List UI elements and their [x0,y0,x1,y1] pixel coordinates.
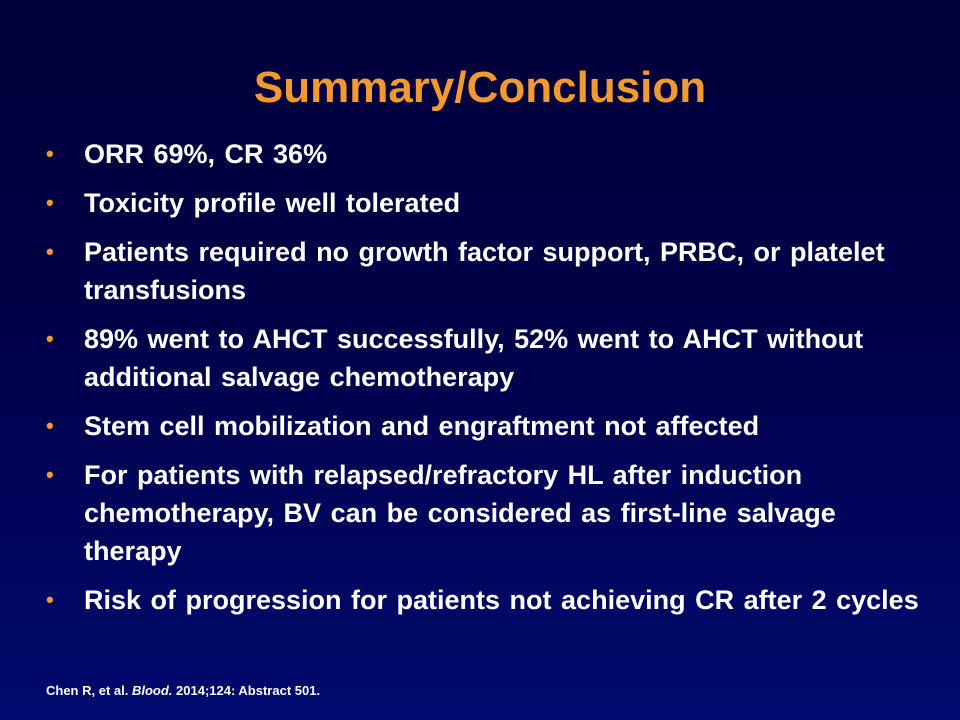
bullet-list: • ORR 69%, CR 36% • Toxicity profile wel… [46,135,926,630]
bullet-marker-icon: • [46,239,54,264]
bullet-item: • 89% went to AHCT successfully, 52% wen… [46,320,926,396]
bullet-marker-icon: • [46,141,54,166]
citation-authors: Chen R, et al. [46,683,132,698]
bullet-text: 89% went to AHCT successfully, 52% went … [84,324,864,392]
bullet-item: • Risk of progression for patients not a… [46,581,926,619]
bullet-item: • Stem cell mobilization and engraftment… [46,407,926,445]
bullet-item: • ORR 69%, CR 36% [46,135,926,173]
bullet-item: • For patients with relapsed/refractory … [46,456,926,570]
bullet-marker-icon: • [46,413,54,438]
bullet-text: Patients required no growth factor suppo… [84,237,885,305]
bullet-marker-icon: • [46,326,54,351]
bullet-text: Toxicity profile well tolerated [84,188,461,218]
bullet-text: ORR 69%, CR 36% [84,139,328,169]
bullet-text: For patients with relapsed/refractory HL… [84,460,836,566]
bullet-text: Risk of progression for patients not ach… [84,585,919,615]
bullet-marker-icon: • [46,190,54,215]
citation-details: 2014;124: Abstract 501. [172,683,321,698]
bullet-marker-icon: • [46,462,54,487]
citation-journal: Blood. [131,683,173,698]
citation: Chen R, et al. Blood. 2014;124: Abstract… [46,682,320,700]
bullet-item: • Toxicity profile well tolerated [46,184,926,222]
bullet-text: Stem cell mobilization and engraftment n… [84,411,760,441]
slide-title: Summary/Conclusion [253,63,707,112]
bullet-marker-icon: • [46,587,54,612]
bullet-item: • Patients required no growth factor sup… [46,233,926,309]
